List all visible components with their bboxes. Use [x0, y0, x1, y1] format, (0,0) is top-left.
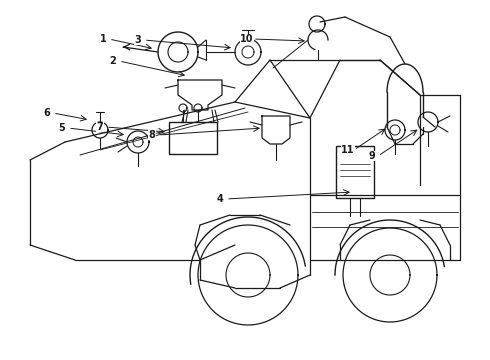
Text: 2: 2 — [110, 56, 117, 66]
Text: 11: 11 — [341, 145, 355, 155]
Text: 6: 6 — [44, 108, 50, 118]
Bar — [169, 122, 217, 154]
Text: 7: 7 — [97, 122, 103, 132]
Text: 9: 9 — [368, 151, 375, 161]
Text: 1: 1 — [99, 34, 106, 44]
Text: 3: 3 — [135, 35, 142, 45]
Bar — [336, 146, 374, 198]
Text: 8: 8 — [148, 130, 155, 140]
Text: 10: 10 — [240, 34, 254, 44]
Text: 4: 4 — [217, 194, 223, 204]
Text: 5: 5 — [59, 123, 65, 133]
